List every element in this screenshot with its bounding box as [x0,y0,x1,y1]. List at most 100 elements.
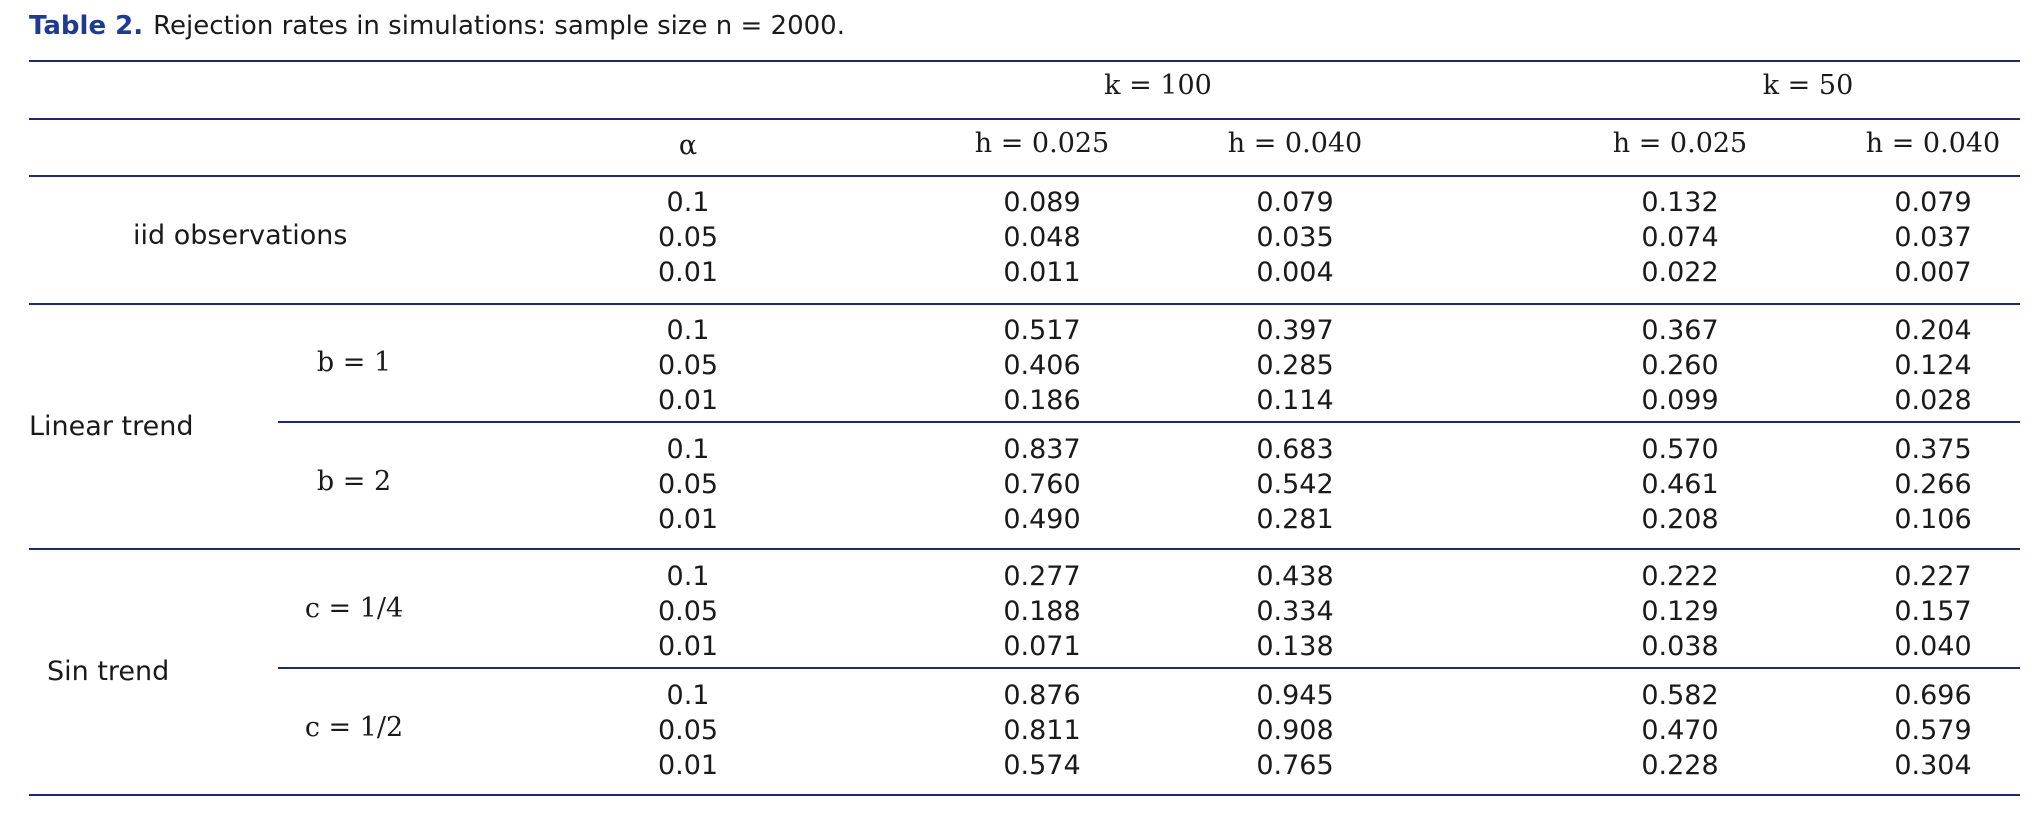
table-cell: 0.696 [1894,680,1972,711]
table-cell: 0.570 [1641,434,1719,465]
alpha-value: 0.05 [657,715,719,746]
iid-k50-h025: 0.132 0.074 0.022 [1641,185,1718,290]
table-cell: 0.040 [1894,631,1972,662]
table-cell: 0.285 [1256,350,1334,381]
table-cell: 0.334 [1256,596,1334,627]
alpha-value: 0.05 [657,350,719,381]
table-cell: 0.406 [1003,350,1081,381]
table-cell: 0.683 [1256,434,1334,465]
table-cell: 0.132 [1641,187,1719,218]
param-label-b2: b = 2 [316,466,392,497]
alpha-value: 0.01 [657,257,719,288]
table-cell: 0.266 [1894,469,1972,500]
section-label-linear: Linear trend [29,411,194,442]
table-cell: 0.071 [1003,631,1081,662]
table-cell: 0.277 [1003,561,1081,592]
alpha-value: 0.1 [666,680,710,711]
table-cell: 0.079 [1256,187,1334,218]
table-cell: 0.397 [1256,315,1334,346]
table-cell: 0.228 [1641,750,1719,781]
c14-k50-h025: 0.222 0.129 0.038 [1641,559,1718,664]
table-cell: 0.542 [1256,469,1334,500]
alpha-column-c12: 0.1 0.05 0.01 [658,678,718,783]
alpha-column-c14: 0.1 0.05 0.01 [658,559,718,664]
table-cell: 0.138 [1256,631,1334,662]
table-cell: 0.837 [1003,434,1081,465]
alpha-value: 0.05 [657,469,719,500]
table-cell: 0.765 [1256,750,1334,781]
table-cell: 0.074 [1641,222,1719,253]
c12-k50-h040: 0.696 0.579 0.304 [1894,678,1971,783]
table-cell: 0.011 [1003,257,1081,288]
alpha-value: 0.05 [657,222,719,253]
table-cell: 0.124 [1894,350,1972,381]
alpha-value: 0.1 [666,187,710,218]
alpha-value: 0.01 [657,504,719,535]
table-cell: 0.582 [1641,680,1719,711]
table-cell: 0.038 [1641,631,1719,662]
table-cell: 0.227 [1894,561,1972,592]
section-rule-2 [29,548,2020,550]
table-cell: 0.204 [1894,315,1972,346]
column-header-h025-k100: h = 0.025 [974,128,1110,159]
table-caption: Table 2. Rejection rates in simulations: … [29,6,845,46]
iid-k100-h025: 0.089 0.048 0.011 [1003,185,1080,290]
table-cell: 0.574 [1003,750,1081,781]
b1-k100-h025: 0.517 0.406 0.186 [1003,313,1080,418]
table-cell: 0.157 [1894,596,1972,627]
alpha-value: 0.1 [666,315,710,346]
column-header-h040-k50: h = 0.040 [1865,128,2001,159]
alpha-value: 0.1 [666,434,710,465]
b1-k50-h025: 0.367 0.260 0.099 [1641,313,1718,418]
table-cell: 0.811 [1003,715,1081,746]
table-cell: 0.222 [1641,561,1719,592]
b1-k100-h040: 0.397 0.285 0.114 [1256,313,1333,418]
table-cell: 0.945 [1256,680,1334,711]
table-cell: 0.022 [1641,257,1719,288]
table-cell: 0.375 [1894,434,1972,465]
b1-k50-h040: 0.204 0.124 0.028 [1894,313,1971,418]
b2-k100-h025: 0.837 0.760 0.490 [1003,432,1080,537]
table-cell: 0.876 [1003,680,1081,711]
table-cell: 0.367 [1641,315,1719,346]
c14-k100-h025: 0.277 0.188 0.071 [1003,559,1080,664]
table-cell: 0.760 [1003,469,1081,500]
table-cell: 0.281 [1256,504,1334,535]
c14-k100-h040: 0.438 0.334 0.138 [1256,559,1333,664]
group-header-rule [29,118,2020,120]
table-cell: 0.007 [1894,257,1972,288]
table-cell: 0.048 [1003,222,1081,253]
alpha-value: 0.01 [657,385,719,416]
table-cell: 0.028 [1894,385,1972,416]
table-cell: 0.129 [1641,596,1719,627]
top-rule [29,60,2020,62]
column-header-h025-k50: h = 0.025 [1612,128,1748,159]
table-cell: 0.106 [1894,504,1972,535]
iid-k100-h040: 0.079 0.035 0.004 [1256,185,1333,290]
table-cell: 0.461 [1641,469,1719,500]
c14-k50-h040: 0.227 0.157 0.040 [1894,559,1971,664]
alpha-value: 0.01 [657,631,719,662]
group-header-k100: k = 100 [1104,70,1212,101]
table-cell: 0.517 [1003,315,1081,346]
b2-k50-h025: 0.570 0.461 0.208 [1641,432,1718,537]
c12-k50-h025: 0.582 0.470 0.228 [1641,678,1718,783]
section-rule-1 [29,303,2020,305]
table-cell: 0.089 [1003,187,1081,218]
table-cell: 0.099 [1641,385,1719,416]
table-cell: 0.004 [1256,257,1334,288]
param-label-c14: c = 1/4 [304,593,404,624]
table-cell: 0.037 [1894,222,1972,253]
table-cell: 0.188 [1003,596,1081,627]
table-number: Table 2. [29,11,144,41]
table-cell: 0.260 [1641,350,1719,381]
b2-k100-h040: 0.683 0.542 0.281 [1256,432,1333,537]
alpha-value: 0.1 [666,561,710,592]
group-header-k50: k = 50 [1762,70,1854,101]
param-label-b1: b = 1 [316,347,392,378]
alpha-column-b1: 0.1 0.05 0.01 [658,313,718,418]
bottom-rule [29,794,2020,796]
param-label-c12: c = 1/2 [304,712,404,743]
table-cell: 0.490 [1003,504,1081,535]
table-cell: 0.186 [1003,385,1081,416]
